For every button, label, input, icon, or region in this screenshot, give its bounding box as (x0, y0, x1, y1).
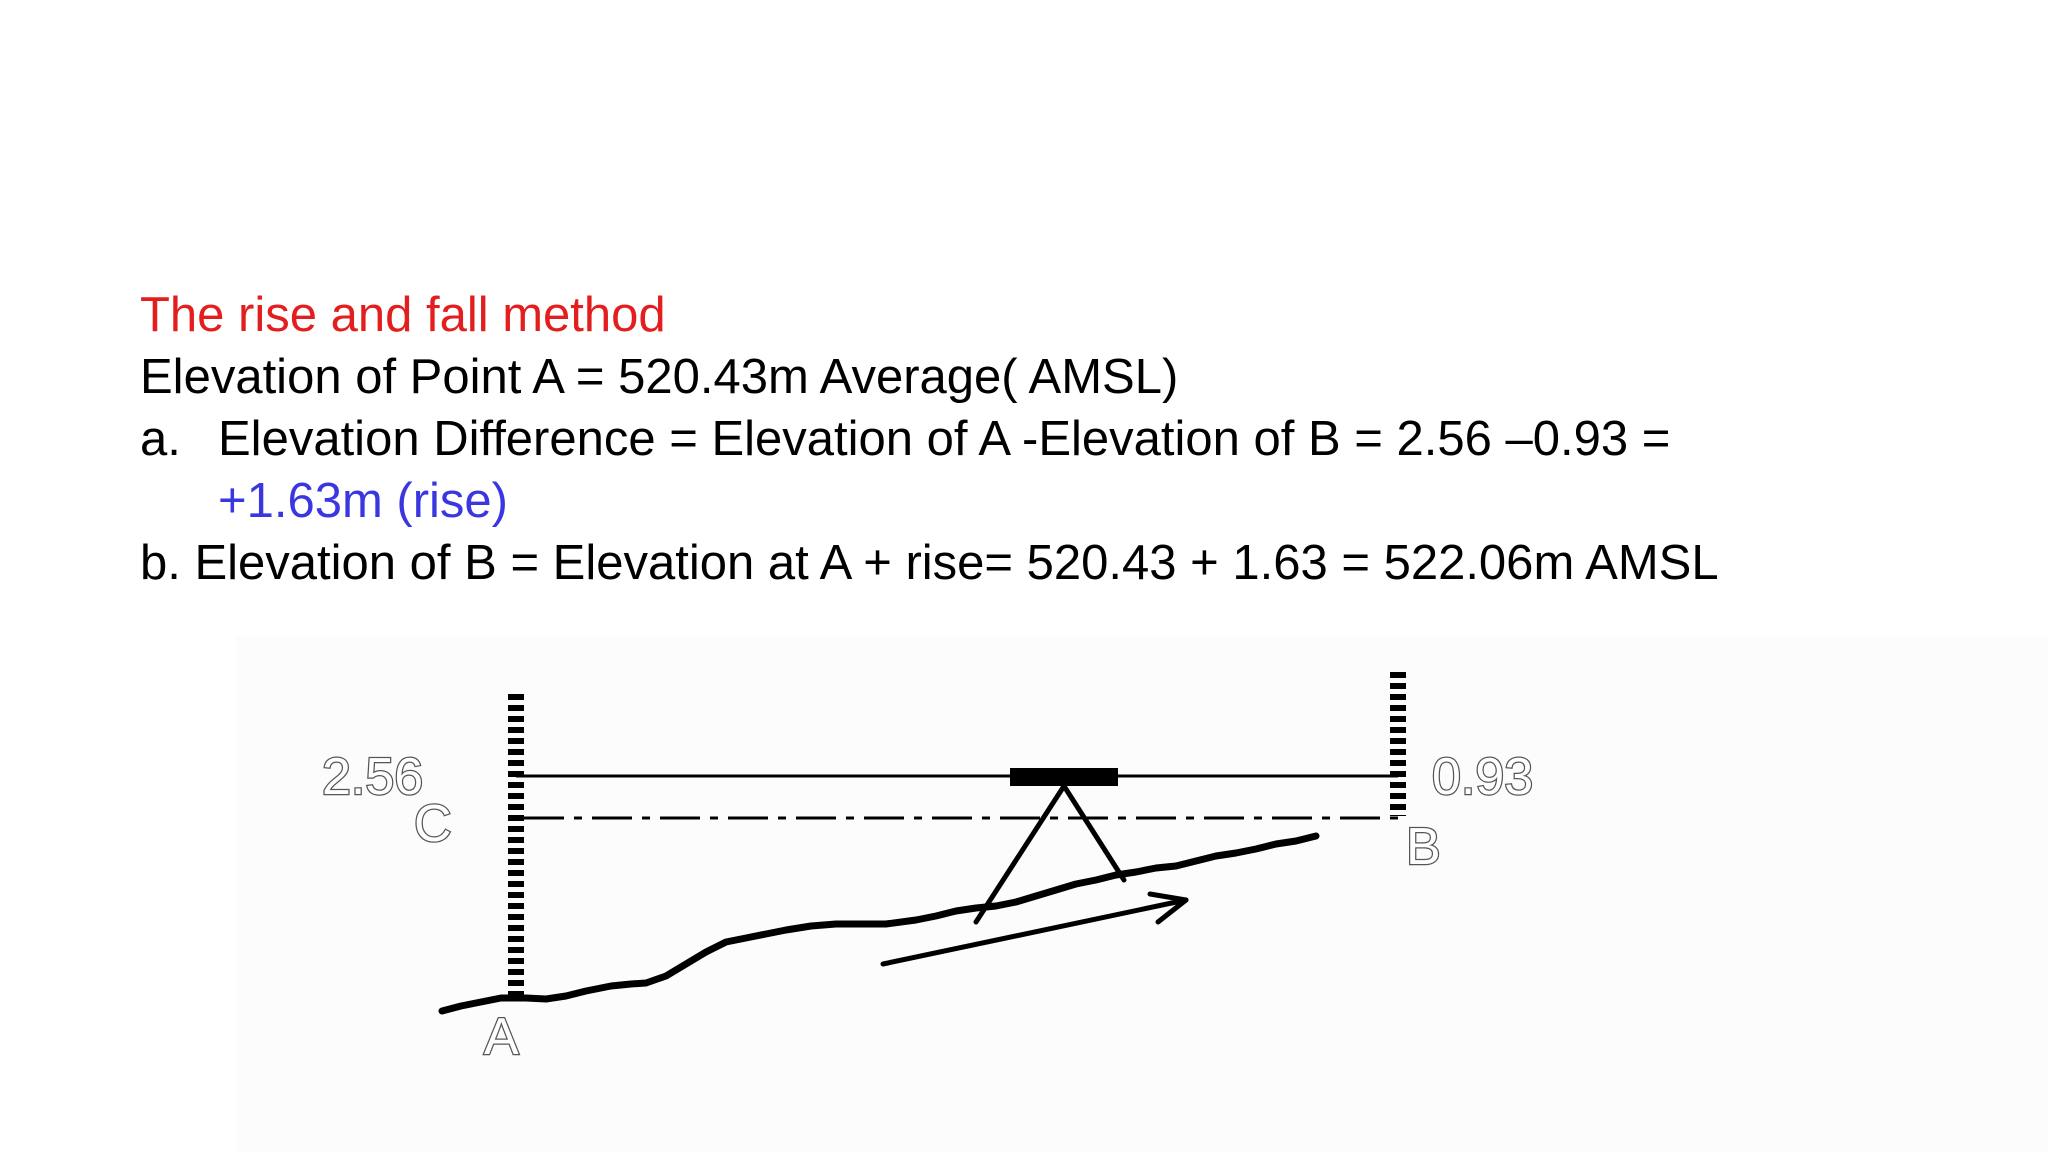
elevation-a-line: Elevation of Point A = 520.43m Average( … (140, 350, 1179, 404)
label-a: A (484, 1008, 519, 1066)
slide-text-block: The rise and fall method Elevation of Po… (140, 284, 1719, 594)
item-b-text: b. Elevation of B = Elevation at A + ris… (140, 536, 1719, 590)
item-a-text: Elevation Difference = Elevation of A -E… (218, 412, 1671, 466)
tripod (973, 783, 1127, 925)
reading-a-label: 2.56 (322, 748, 423, 806)
slide-title: The rise and fall method (140, 288, 666, 342)
item-a-marker: a. (140, 412, 181, 466)
item-a: a. Elevation Difference = Elevation of A… (140, 408, 1719, 470)
diagram-background (236, 636, 2048, 1152)
direction-arrow (880, 891, 1189, 967)
levelling-diagram: 2.56 C 0.93 B A (236, 636, 2048, 1152)
item-a-result: +1.63m (rise) (218, 474, 509, 528)
reading-b-label: 0.93 (1432, 748, 1533, 806)
label-b: B (1406, 818, 1441, 876)
label-c: C (414, 795, 452, 853)
level-instrument (1010, 768, 1118, 786)
ground-profile (438, 832, 1320, 1015)
